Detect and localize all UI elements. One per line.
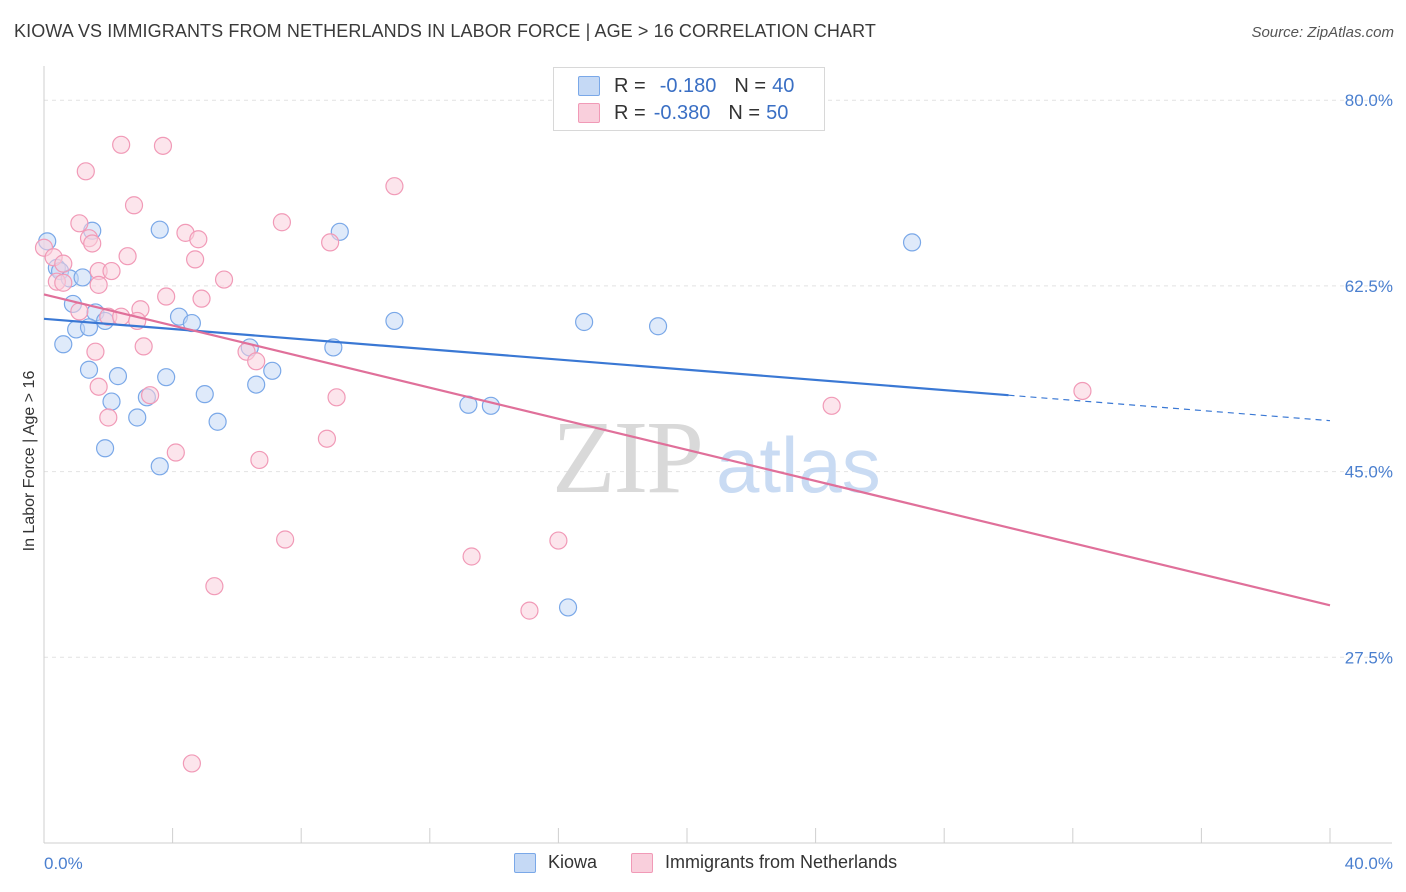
netherlands-point [186, 250, 205, 269]
netherlands-point [317, 429, 337, 448]
netherlands-point [321, 233, 340, 252]
x-tick-label: 0.0% [44, 854, 83, 873]
trend-lines [43, 293, 1331, 607]
netherlands-point [70, 214, 89, 233]
axes [43, 66, 1392, 844]
netherlands-point [83, 234, 102, 253]
kiowa-point [263, 361, 282, 380]
watermark-atlas: atlas [716, 421, 881, 509]
legend-n-label: N = [728, 101, 761, 124]
netherlands-point [182, 754, 201, 773]
kiowa-point [128, 408, 147, 427]
kiowa-trend-line [43, 317, 1009, 397]
kiowa-point [79, 360, 99, 379]
netherlands-point [549, 531, 568, 550]
watermark-zip: ZIP [552, 400, 702, 515]
data-points [34, 135, 1092, 773]
y-tick-label: 62.5% [1345, 277, 1393, 296]
legend-r-label: R = [614, 74, 646, 97]
kiowa-point [95, 439, 115, 458]
kiowa-point [481, 396, 500, 415]
x-tick-label: 40.0% [1345, 854, 1393, 873]
legend-item-kiowa[interactable]: Kiowa [514, 852, 597, 873]
y-tick-label: 80.0% [1345, 91, 1393, 110]
netherlands-point [102, 261, 121, 281]
netherlands-point [86, 342, 105, 361]
legend-row-kiowa: R = -0.180 N = 40 [578, 74, 794, 98]
kiowa-point [902, 233, 922, 252]
y-axis-label: In Labor Force | Age > 16 [21, 371, 38, 552]
kiowa-point [157, 368, 176, 387]
y-tick-label: 45.0% [1345, 463, 1393, 482]
kiowa-point [73, 268, 92, 287]
kiowa-trend-extension [1008, 394, 1331, 422]
kiowa-point [150, 220, 169, 239]
watermark: ZIP atlas [552, 400, 881, 515]
kiowa-point [648, 317, 668, 336]
kiowa-point [150, 457, 169, 476]
netherlands-point [247, 352, 266, 371]
netherlands-point [157, 287, 176, 306]
grid-lines [44, 99, 1392, 658]
netherlands-point [153, 136, 173, 155]
netherlands-point [272, 213, 292, 232]
netherlands-point [1073, 381, 1092, 401]
legend-r-label: R = [614, 101, 646, 124]
netherlands-point [189, 230, 208, 249]
legend-r-value: -0.380 [653, 101, 711, 124]
kiowa-point [54, 335, 73, 354]
kiowa-swatch [578, 76, 600, 96]
netherlands-legend-swatch [631, 852, 653, 873]
netherlands-point [166, 443, 185, 462]
netherlands-swatch [578, 103, 600, 123]
kiowa-point [208, 412, 227, 431]
correlation-legend: R = -0.180 N = 40 R = -0.380 N = 50 [553, 67, 825, 131]
netherlands-point [520, 601, 539, 620]
netherlands-point [192, 289, 211, 308]
kiowa-point [575, 312, 594, 332]
netherlands-point [327, 388, 346, 407]
kiowa-point [108, 367, 128, 386]
kiowa-point [102, 392, 121, 411]
legend-r-value: -0.180 [659, 74, 717, 97]
kiowa-point [195, 385, 214, 404]
axis-labels: 27.5% 45.0% 62.5% 80.0% 0.0% 40.0% In Labor Fo… [21, 91, 1393, 873]
netherlands-point [250, 450, 269, 470]
series-legend: Kiowa Immigrants from Netherlands [0, 852, 1406, 878]
netherlands-point [276, 530, 295, 549]
chart-title: KIOWA VS IMMIGRANTS FROM NETHERLANDS IN … [14, 21, 876, 41]
netherlands-point [462, 547, 481, 566]
netherlands-point [385, 177, 404, 196]
netherlands-point [822, 396, 841, 415]
kiowa-point [385, 311, 404, 331]
legend-n-value: 40 [772, 74, 795, 97]
netherlands-point [99, 408, 118, 427]
netherlands-point [112, 135, 131, 154]
netherlands-point [89, 275, 108, 294]
legend-kiowa-label: Kiowa [548, 852, 598, 872]
netherlands-point [205, 577, 224, 596]
source-label[interactable]: Source: ZipAtlas.com [1251, 24, 1394, 41]
netherlands-point [54, 273, 73, 292]
legend-n-label: N = [734, 74, 767, 97]
netherlands-point [76, 162, 95, 181]
legend-item-netherlands[interactable]: Immigrants from Netherlands [631, 852, 897, 873]
netherlands-point [134, 337, 153, 356]
netherlands-point [118, 247, 137, 266]
kiowa-point [247, 375, 266, 394]
y-tick-label: 27.5% [1345, 648, 1393, 667]
netherlands-point [214, 270, 234, 289]
netherlands-trend-line [43, 293, 1331, 607]
netherlands-point [89, 377, 108, 396]
netherlands-point [140, 386, 160, 405]
netherlands-point [54, 254, 73, 273]
kiowa-legend-swatch [514, 852, 536, 873]
legend-n-value: 50 [766, 101, 789, 124]
kiowa-point [324, 338, 343, 357]
legend-netherlands-label: Immigrants from Netherlands [665, 852, 898, 872]
netherlands-point [124, 196, 144, 215]
legend-row-netherlands: R = -0.380 N = 50 [578, 101, 788, 125]
kiowa-point [558, 598, 578, 617]
